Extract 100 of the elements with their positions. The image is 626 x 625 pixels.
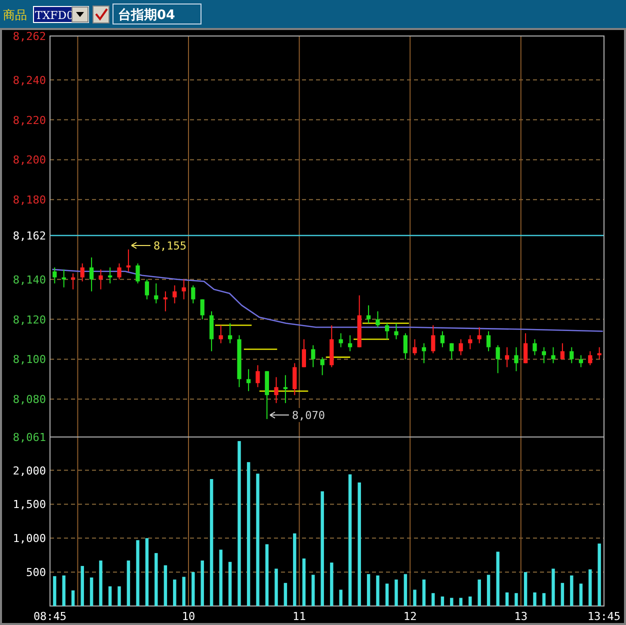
candlestick: [200, 298, 204, 320]
y-tick-label: 8,120: [12, 313, 46, 326]
x-tick-label: 08:45: [33, 610, 67, 623]
bar: [293, 533, 296, 606]
candlestick: [376, 310, 380, 328]
candlestick: [504, 346, 510, 368]
y-tick-label: 8,240: [12, 74, 46, 87]
candlestick: [182, 278, 186, 300]
candlestick: [136, 262, 140, 284]
candlestick: [311, 344, 316, 368]
candlestick: [154, 282, 158, 304]
bar: [126, 560, 130, 606]
bar: [136, 540, 140, 606]
bar: [238, 441, 241, 606]
bar: [358, 482, 361, 606]
candlestick: [117, 262, 122, 280]
bar: [552, 568, 555, 606]
candlestick: [89, 256, 94, 292]
bar: [505, 592, 509, 606]
candlestick: [486, 330, 491, 352]
y-tick-label: 8,140: [12, 273, 46, 286]
annotation: 8,070: [292, 409, 326, 422]
candlestick: [62, 268, 66, 288]
bar: [432, 593, 435, 606]
bar: [459, 598, 462, 606]
candlestick: [292, 362, 297, 396]
candlestick: [394, 322, 398, 340]
bar: [413, 590, 416, 606]
bar: [348, 474, 352, 606]
bar: [118, 586, 121, 606]
candlestick: [431, 324, 436, 354]
candlestick: [80, 262, 84, 282]
candlestick: [532, 338, 537, 356]
bar: [598, 544, 601, 606]
bar: [320, 491, 324, 606]
bar: [376, 575, 380, 606]
candlestick: [458, 338, 463, 356]
y-tick-label: 2,000: [12, 464, 46, 478]
candlestick: [450, 342, 454, 360]
candlestick: [597, 346, 602, 360]
bar: [200, 560, 204, 606]
candlestick: [588, 350, 592, 366]
candlestick: [98, 268, 103, 290]
y-tick-label: 8,220: [12, 114, 46, 127]
candlestick: [108, 266, 112, 284]
bar: [366, 574, 370, 606]
bar: [274, 568, 278, 606]
candlestick: [144, 278, 150, 300]
bar: [145, 538, 149, 606]
line-series: [52, 268, 604, 332]
y-tick-label: 8,100: [12, 353, 46, 366]
candlestick: [523, 332, 528, 364]
bar: [422, 580, 426, 606]
candlestick: [514, 346, 518, 372]
y-tick-label: 8,061: [12, 431, 46, 444]
bar: [90, 577, 94, 606]
bar: [330, 562, 334, 606]
x-tick-label: 11: [292, 610, 306, 623]
candlestick: [172, 284, 177, 304]
candlestick: [283, 374, 288, 404]
candlestick: [246, 368, 251, 392]
bar: [533, 592, 536, 606]
x-tick-label: 13:45: [587, 610, 621, 623]
bar: [570, 575, 574, 606]
bar: [164, 565, 168, 606]
y-tick-label: 500: [26, 566, 46, 580]
candlestick: [578, 354, 584, 368]
candlestick: [348, 334, 352, 352]
bar: [385, 584, 389, 606]
candlestick: [191, 284, 196, 304]
bar: [173, 580, 176, 606]
bar: [404, 574, 408, 606]
bar: [80, 566, 84, 606]
bar: [182, 576, 186, 606]
bar: [339, 590, 342, 606]
bar: [246, 462, 250, 606]
candlestick: [302, 338, 306, 368]
bar: [542, 593, 546, 606]
candlestick: [52, 266, 57, 284]
bar: [514, 593, 518, 606]
text: 商品: [3, 8, 27, 22]
bar: [560, 582, 564, 606]
candlestick: [570, 346, 574, 364]
bar: [450, 598, 454, 606]
y-tick-label: 1,000: [12, 532, 46, 546]
bar: [588, 569, 592, 606]
bar: [256, 474, 260, 606]
x-tick-label: 10: [182, 610, 196, 623]
candlestick: [126, 248, 131, 272]
candlestick: [440, 330, 445, 348]
annotation: 8,155: [153, 239, 187, 252]
candlestick: [384, 322, 390, 340]
candlestick: [412, 338, 417, 356]
bar: [53, 576, 56, 606]
candlestick: [338, 332, 343, 348]
candlestick: [209, 310, 214, 352]
chart-title: 台指期04: [118, 7, 176, 23]
y-tick-label: 1,500: [12, 498, 46, 512]
candlestick: [366, 304, 371, 324]
bar: [108, 586, 112, 606]
